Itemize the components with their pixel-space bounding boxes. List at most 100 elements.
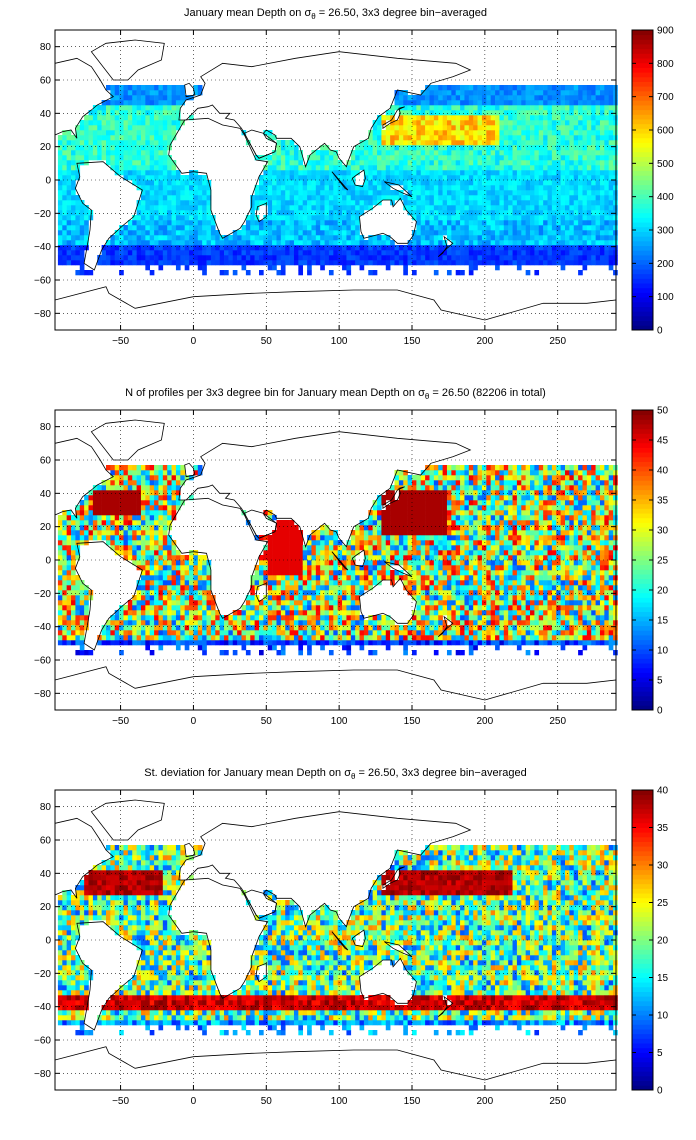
- heatmap-cell: [276, 640, 282, 646]
- heatmap-cell: [184, 215, 190, 221]
- heatmap-cell: [538, 235, 544, 241]
- heatmap-cell: [280, 190, 286, 196]
- heatmap-cell: [62, 575, 67, 581]
- heatmap-cell: [473, 195, 478, 201]
- heatmap-cell: [79, 640, 85, 646]
- heatmap-cell: [136, 615, 142, 621]
- heatmap-cell: [149, 475, 155, 481]
- heatmap-cell: [289, 555, 295, 561]
- heatmap-cell: [224, 620, 229, 626]
- heatmap-cell: [272, 225, 277, 231]
- heatmap-cell: [276, 190, 282, 196]
- heatmap-cell: [412, 150, 417, 156]
- heatmap-cell: [355, 220, 360, 226]
- heatmap-cell: [276, 615, 282, 621]
- heatmap-cell: [79, 230, 85, 236]
- heatmap-cell: [398, 180, 404, 186]
- heatmap-cell: [106, 135, 111, 141]
- heatmap-cell: [460, 125, 465, 131]
- heatmap-cell: [403, 170, 408, 176]
- heatmap-cell: [582, 200, 588, 206]
- heatmap-cell: [132, 550, 137, 556]
- heatmap-cell: [477, 155, 483, 161]
- heatmap-cell: [460, 220, 465, 226]
- heatmap-cell: [460, 245, 465, 251]
- heatmap-cell: [381, 130, 387, 136]
- heatmap-cell: [420, 170, 426, 176]
- heatmap-cell: [495, 175, 500, 181]
- heatmap-cell: [350, 190, 356, 196]
- heatmap-cell: [328, 215, 334, 221]
- heatmap-cell: [210, 610, 216, 616]
- heatmap-cell: [473, 175, 478, 181]
- heatmap-cell: [106, 640, 111, 646]
- heatmap-cell: [538, 230, 544, 236]
- heatmap-cell: [412, 120, 417, 126]
- heatmap-cell: [311, 165, 317, 171]
- heatmap-cell: [499, 150, 505, 156]
- heatmap-cell: [573, 255, 579, 261]
- heatmap-cell: [97, 105, 102, 111]
- heatmap-cell: [473, 145, 478, 151]
- heatmap-cell: [591, 100, 596, 106]
- heatmap-cell: [499, 165, 505, 171]
- heatmap-cell: [114, 515, 120, 521]
- heatmap-cell: [534, 220, 540, 226]
- heatmap-cell: [342, 210, 347, 216]
- heatmap-cell: [425, 195, 430, 201]
- heatmap-cell: [473, 130, 478, 136]
- heatmap-cell: [280, 560, 286, 566]
- heatmap-cell: [140, 145, 146, 151]
- heatmap-cell: [123, 625, 129, 631]
- heatmap-cell: [551, 245, 557, 251]
- heatmap-cell: [516, 180, 522, 186]
- heatmap-cell: [57, 560, 63, 566]
- heatmap-cell: [66, 630, 72, 636]
- heatmap-cell: [359, 150, 365, 156]
- heatmap-cell: [315, 205, 321, 211]
- heatmap-cell: [451, 205, 457, 211]
- heatmap-cell: [525, 135, 531, 141]
- heatmap-cell: [167, 510, 172, 516]
- heatmap-cell: [468, 195, 474, 201]
- heatmap-cell: [114, 115, 120, 121]
- heatmap-cell: [62, 530, 67, 536]
- heatmap-cell: [512, 180, 518, 186]
- heatmap-cell: [420, 205, 426, 211]
- heatmap-cell: [71, 165, 76, 171]
- heatmap-cell: [71, 585, 76, 591]
- heatmap-cell: [162, 200, 168, 206]
- heatmap-cell: [573, 260, 579, 266]
- heatmap-cell: [390, 165, 395, 171]
- heatmap-cell: [140, 125, 146, 131]
- heatmap-cell: [455, 215, 461, 221]
- heatmap-cell: [110, 120, 116, 126]
- heatmap-cell: [464, 235, 470, 241]
- heatmap-cells: [57, 85, 618, 276]
- heatmap-cell: [368, 165, 373, 171]
- heatmap-cell: [197, 465, 203, 471]
- heatmap-cell: [307, 250, 312, 256]
- heatmap-cell: [210, 620, 216, 626]
- heatmap-cell: [110, 135, 116, 141]
- heatmap-cell: [495, 90, 500, 96]
- heatmap-cell: [403, 110, 408, 116]
- heatmap-cell: [140, 575, 146, 581]
- heatmap-cell: [280, 610, 286, 616]
- heatmap-cell: [293, 560, 299, 566]
- heatmap-cell: [202, 175, 207, 181]
- heatmap-cell: [302, 575, 308, 581]
- heatmap-cell: [136, 560, 142, 566]
- heatmap-cell: [114, 485, 120, 491]
- heatmap-cell: [538, 130, 544, 136]
- heatmap-cell: [495, 110, 500, 116]
- heatmap-cell: [586, 260, 592, 266]
- heatmap-cell: [88, 505, 94, 511]
- heatmap-cell: [486, 230, 491, 236]
- heatmap-cell: [202, 240, 207, 246]
- heatmap-cell: [272, 230, 277, 236]
- heatmap-cell: [263, 595, 269, 601]
- heatmap-cell: [355, 150, 360, 156]
- heatmap-cell: [254, 240, 260, 246]
- heatmap-cell: [298, 245, 304, 251]
